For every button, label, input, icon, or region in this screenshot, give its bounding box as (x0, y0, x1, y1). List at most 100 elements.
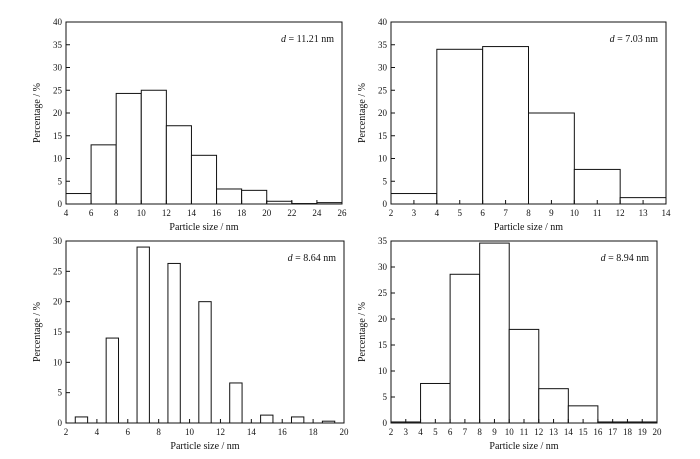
x-tick-label: 13 (549, 427, 559, 437)
histogram-bar (573, 168, 621, 205)
chart-panel-4: 2 3 4 5 6 7 8 9 10 11 12 13 14 15 16 17 18 19 200510152025… (357, 236, 662, 452)
x-tick-label: 8 (156, 427, 161, 437)
x-tick-label: 11 (520, 427, 529, 437)
histogram-bar (436, 48, 484, 205)
x-tick-label: 6 (448, 427, 453, 437)
x-axis-label: Particle size / nm (170, 441, 239, 452)
x-tick-label: 5 (458, 208, 463, 218)
y-axis-label: Percentage / % (32, 302, 43, 362)
x-tick-label: 20 (262, 208, 272, 218)
x-tick-label: 12 (616, 208, 625, 218)
x-tick-label: 8 (526, 208, 531, 218)
annotation-value: = 7.03 nm (615, 34, 659, 45)
x-tick-label: 14 (187, 208, 197, 218)
annotation-value: = 8.94 nm (606, 253, 650, 264)
annotation-variable: d (601, 253, 607, 264)
mean-size-annotation: d = 8.94 nm (601, 253, 650, 264)
x-tick-label: 13 (639, 208, 649, 218)
histogram-bar (260, 414, 274, 424)
y-tick-label: 10 (53, 357, 63, 367)
x-tick-label: 22 (287, 208, 296, 218)
y-tick-label: 10 (378, 366, 388, 376)
y-tick-label: 20 (53, 108, 63, 118)
mean-size-annotation: d = 11.21 nm (281, 34, 334, 45)
x-tick-label: 10 (185, 427, 195, 437)
histogram-bar (241, 189, 268, 205)
x-tick-label: 4 (418, 427, 423, 437)
x-tick-label: 4 (435, 208, 440, 218)
y-tick-label: 30 (378, 262, 388, 272)
annotation-variable: d (288, 253, 294, 264)
x-tick-label: 18 (309, 427, 319, 437)
x-axis-label: Particle size / nm (169, 222, 238, 233)
y-tick-label: 5 (383, 176, 388, 186)
histogram-bar (528, 112, 575, 205)
x-tick-label: 14 (247, 427, 257, 437)
x-tick-label: 4 (95, 427, 100, 437)
x-tick-label: 14 (564, 427, 574, 437)
x-tick-label: 3 (404, 427, 409, 437)
x-tick-label: 20 (653, 427, 663, 437)
histogram-bar (538, 388, 569, 424)
x-tick-label: 18 (237, 208, 247, 218)
y-tick-label: 35 (378, 40, 388, 50)
x-tick-label: 18 (623, 427, 633, 437)
y-tick-label: 25 (378, 288, 388, 298)
histogram-bar (65, 193, 92, 205)
y-tick-label: 20 (378, 108, 388, 118)
x-tick-label: 7 (503, 208, 508, 218)
y-tick-label: 5 (58, 176, 63, 186)
y-tick-label: 0 (383, 199, 388, 209)
x-tick-label: 2 (389, 427, 394, 437)
y-tick-label: 0 (383, 418, 388, 428)
x-tick-label: 15 (579, 427, 589, 437)
y-tick-label: 25 (378, 85, 388, 95)
histogram-bar (198, 301, 212, 424)
y-tick-label: 5 (58, 388, 63, 398)
histogram-bar (216, 188, 243, 205)
y-tick-label: 0 (58, 418, 63, 428)
y-tick-label: 20 (378, 314, 388, 324)
x-tick-label: 12 (162, 208, 171, 218)
chart-panel-2: 2 3 4 5 6 7 8 9 10 11 12 13 14 0 5 10 15 20 25 30 35 40 Partic… (357, 17, 671, 233)
x-axis-label: Particle size / nm (494, 222, 563, 233)
x-tick-label: 26 (338, 208, 348, 218)
y-tick-label: 40 (378, 17, 388, 27)
x-tick-label: 16 (278, 427, 288, 437)
annotation-value: = 11.21 nm (286, 34, 334, 45)
y-tick-label: 15 (378, 340, 388, 350)
histogram-bar (115, 92, 142, 205)
x-tick-label: 16 (593, 427, 603, 437)
x-tick-label: 6 (126, 427, 131, 437)
x-tick-label: 9 (549, 208, 554, 218)
x-tick-label: 24 (312, 208, 322, 218)
histogram-bar (479, 242, 510, 424)
histogram-bar (136, 246, 150, 424)
x-tick-label: 20 (340, 427, 350, 437)
y-tick-label: 30 (53, 236, 63, 246)
y-tick-label: 35 (53, 40, 63, 50)
annotation-value: = 8.64 nm (293, 253, 337, 264)
x-tick-label: 3 (412, 208, 417, 218)
histogram-bar (449, 273, 481, 424)
y-tick-label: 5 (383, 392, 388, 402)
x-tick-label: 10 (505, 427, 515, 437)
histogram-bar (90, 144, 117, 205)
histogram-bar (190, 154, 218, 205)
x-tick-label: 7 (463, 427, 468, 437)
annotation-variable: d (281, 34, 287, 45)
y-tick-label: 40 (53, 17, 63, 27)
y-tick-label: 30 (53, 63, 63, 73)
histogram-bar (482, 46, 529, 205)
y-tick-label: 15 (378, 131, 388, 141)
y-tick-label: 10 (378, 154, 388, 164)
y-tick-label: 0 (58, 199, 63, 209)
x-tick-label: 8 (477, 427, 482, 437)
x-tick-label: 4 (64, 208, 69, 218)
x-tick-label: 5 (433, 427, 438, 437)
x-tick-label: 10 (137, 208, 147, 218)
histogram-bar (165, 125, 192, 205)
y-tick-label: 15 (53, 327, 63, 337)
annotation-variable: d (610, 34, 616, 45)
